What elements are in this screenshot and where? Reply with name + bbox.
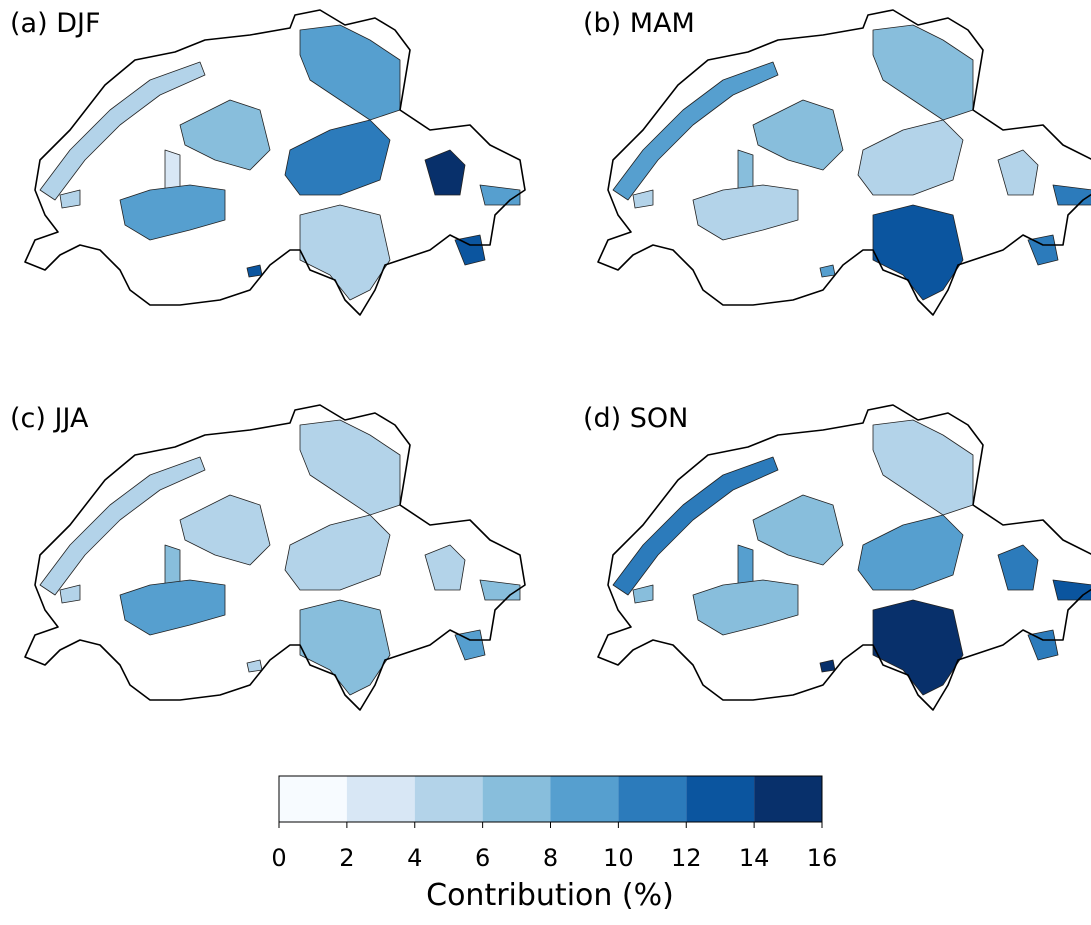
- catchment: [59, 584, 81, 604]
- country-outline: [24, 9, 526, 316]
- colorbar-tick-label: 6: [475, 844, 490, 872]
- catchment: [872, 419, 974, 516]
- colorbar-tick-label: 2: [339, 844, 354, 872]
- catchment: [632, 189, 654, 209]
- colorbar-tick-label: 0: [271, 844, 286, 872]
- catchment: [246, 264, 263, 278]
- panel-title: (b) MAM: [583, 8, 695, 39]
- map-panel: (c) JJA: [10, 403, 526, 711]
- catchment: [1052, 184, 1091, 206]
- catchment: [819, 659, 836, 673]
- panels: (a) DJF (b) MAM (c) JJA (d) SON: [10, 8, 1091, 711]
- catchment: [284, 119, 391, 196]
- catchment: [179, 494, 271, 566]
- catchment: [424, 544, 466, 591]
- catchment: [39, 456, 206, 596]
- map-panel: (d) SON: [583, 403, 1091, 711]
- colorbar-tick-label: 16: [807, 844, 838, 872]
- colorbar-bin: [686, 776, 755, 822]
- panel-title: (d) SON: [583, 403, 688, 434]
- colorbar-tick-label: 8: [543, 844, 558, 872]
- catchment: [692, 579, 799, 636]
- country-outline: [597, 404, 1091, 711]
- colorbar-bin: [754, 776, 822, 822]
- colorbar: 0 2 4 6 8 10 12 14 16: [271, 775, 838, 872]
- catchment: [819, 264, 836, 278]
- catchment: [59, 189, 81, 209]
- catchment: [454, 629, 486, 661]
- catchment: [872, 599, 964, 696]
- catchment: [479, 579, 521, 601]
- catchment: [479, 184, 521, 206]
- catchment: [612, 61, 779, 201]
- catchment: [857, 119, 964, 196]
- catchment: [632, 584, 654, 604]
- catchment: [857, 514, 964, 591]
- colorbar-tick-label: 12: [671, 844, 702, 872]
- colorbar-label: Contribution (%): [426, 878, 674, 913]
- catchment: [997, 544, 1039, 591]
- catchment: [872, 24, 974, 121]
- catchment: [1052, 579, 1091, 601]
- colorbar-tick-label: 10: [603, 844, 634, 872]
- panel-title: (c) JJA: [10, 403, 89, 434]
- catchment: [299, 24, 401, 121]
- catchment: [299, 204, 391, 301]
- catchment: [424, 149, 466, 196]
- catchment: [299, 599, 391, 696]
- catchment: [179, 99, 271, 171]
- colorbar-bin: [482, 776, 551, 822]
- map-panel: (b) MAM: [583, 8, 1091, 316]
- colorbar-bin: [550, 776, 619, 822]
- catchment: [39, 61, 206, 201]
- colorbar-bin: [414, 776, 483, 822]
- catchment: [1027, 234, 1059, 266]
- catchment: [752, 99, 844, 171]
- catchment: [246, 659, 263, 673]
- panel-title: (a) DJF: [10, 8, 100, 39]
- catchment: [454, 234, 486, 266]
- catchment: [612, 456, 779, 596]
- country-outline: [24, 404, 526, 711]
- catchment: [692, 184, 799, 241]
- colorbar-bin: [618, 776, 687, 822]
- colorbar-tick-label: 14: [739, 844, 770, 872]
- catchment: [119, 579, 226, 636]
- colorbar-bin: [346, 776, 415, 822]
- catchment: [1027, 629, 1059, 661]
- catchment: [997, 149, 1039, 196]
- country-outline: [597, 9, 1091, 316]
- colorbar-tick-label: 4: [407, 844, 422, 872]
- catchment: [872, 204, 964, 301]
- catchment: [752, 494, 844, 566]
- map-panel: (a) DJF: [10, 8, 526, 316]
- catchment: [299, 419, 401, 516]
- colorbar-bin: [279, 776, 347, 822]
- catchment: [119, 184, 226, 241]
- catchment: [284, 514, 391, 591]
